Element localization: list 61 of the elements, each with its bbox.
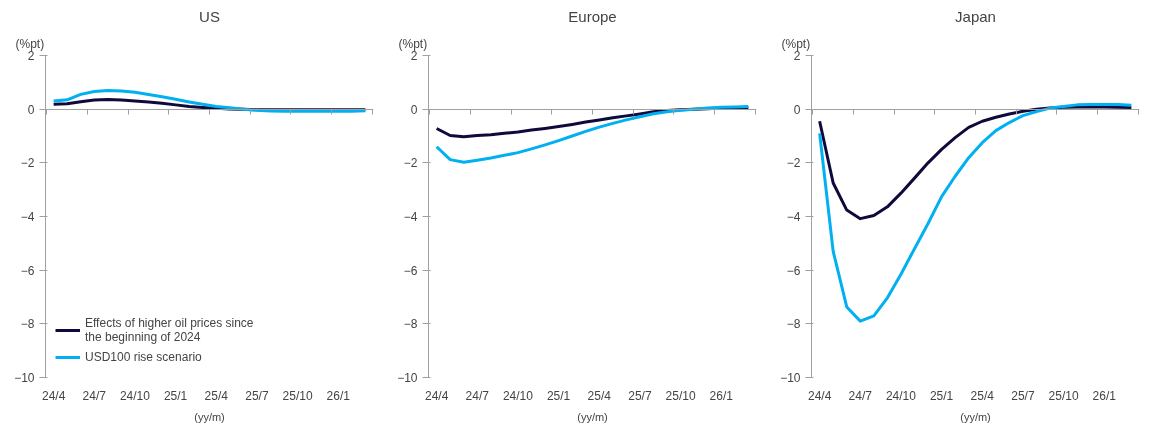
y-tick-label: 2 <box>410 49 418 63</box>
x-tick-label: 25/10 <box>1048 388 1079 403</box>
x-axis-title: (yy/m) <box>960 410 991 423</box>
y-tick-label: −4 <box>786 210 801 224</box>
x-axis-title: (yy/m) <box>194 410 225 423</box>
chart-title: Europe <box>568 7 617 25</box>
x-tick-label: 25/1 <box>929 388 954 403</box>
y-tick-label: −10 <box>780 371 801 385</box>
x-tick-label: 25/7 <box>1011 388 1035 403</box>
y-tick-label: −10 <box>397 371 418 385</box>
x-tick-label: 24/10 <box>119 388 151 403</box>
y-tick-label: −2 <box>403 156 418 171</box>
line-series <box>435 104 750 164</box>
x-tick-label: 24/7 <box>82 388 107 403</box>
line-series <box>52 88 367 113</box>
y-tick-label: −2 <box>786 156 801 171</box>
y-axis-title: (%pt) <box>398 36 428 51</box>
x-tick-label: 26/1 <box>326 388 351 403</box>
x-tick-label: 25/4 <box>587 388 612 403</box>
y-tick-label: −8 <box>20 317 35 332</box>
x-tick-label: 24/4 <box>41 388 66 403</box>
x-tick-label: 25/1 <box>163 388 188 403</box>
x-tick-label: 25/1 <box>546 388 571 403</box>
x-axis-title: (yy/m) <box>577 410 608 423</box>
x-tick-label: 26/1 <box>709 388 734 403</box>
y-tick-label: −4 <box>403 210 418 224</box>
line-series <box>818 105 1133 221</box>
x-tick-label: 24/10 <box>885 388 917 403</box>
y-tick-label: 0 <box>27 102 35 117</box>
y-tick-label: −10 <box>14 371 35 385</box>
y-tick-label: 2 <box>27 49 35 63</box>
y-tick-label: 0 <box>410 102 418 117</box>
x-tick-label: 25/7 <box>245 388 269 403</box>
legend-label: USD100 rise scenario <box>85 350 203 364</box>
x-tick-label: 25/10 <box>665 388 696 403</box>
x-tick-label: 25/4 <box>970 388 995 403</box>
y-tick-label: −6 <box>20 263 35 278</box>
y-axis-title: (%pt) <box>15 36 45 51</box>
y-tick-label: −6 <box>786 263 801 278</box>
line-series <box>52 98 367 112</box>
x-tick-label: 24/7 <box>465 388 490 403</box>
y-axis-title: (%pt) <box>781 36 811 51</box>
x-tick-label: 25/10 <box>282 388 313 403</box>
x-tick-label: 25/4 <box>204 388 229 403</box>
y-tick-label: 2 <box>793 49 801 63</box>
y-tick-label: −8 <box>403 317 418 332</box>
x-tick-label: 25/7 <box>628 388 652 403</box>
chart-title: Japan <box>955 7 996 25</box>
y-tick-label: −6 <box>403 263 418 278</box>
y-tick-label: −4 <box>20 210 35 224</box>
line-series <box>818 103 1133 323</box>
x-tick-label: 24/10 <box>502 388 534 403</box>
x-tick-label: 24/7 <box>848 388 873 403</box>
x-tick-label: 24/4 <box>807 388 832 403</box>
x-tick-label: 24/4 <box>424 388 449 403</box>
legend-label: Effects of higher oil prices since the beginning of 2024 <box>85 316 255 344</box>
y-tick-label: 0 <box>793 102 801 117</box>
y-tick-label: −2 <box>20 156 35 171</box>
chart-title: US <box>199 7 220 25</box>
x-tick-label: 26/1 <box>1092 388 1117 403</box>
y-tick-label: −8 <box>786 317 801 332</box>
